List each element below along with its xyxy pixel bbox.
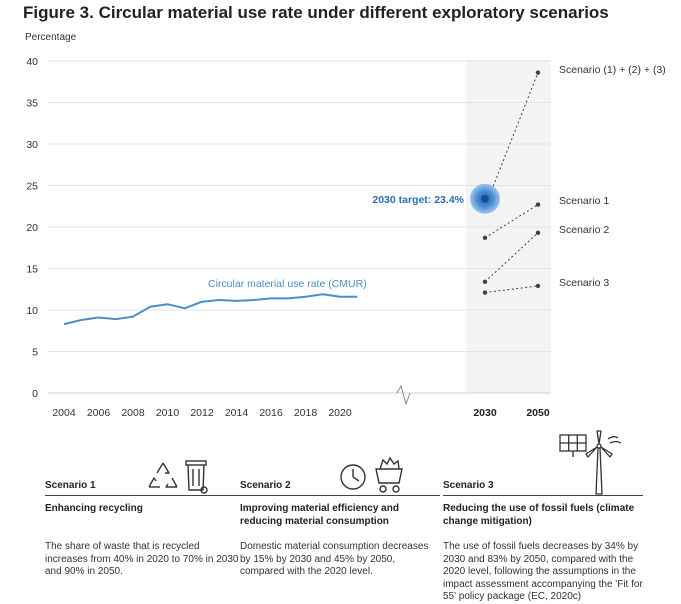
card-subtitle: Enhancing recycling xyxy=(45,503,143,514)
scenario-label: Scenario 2 xyxy=(559,224,609,236)
y-tick-label: 5 xyxy=(32,347,38,359)
scenario-line xyxy=(484,72,539,208)
scenario-line xyxy=(484,232,539,283)
x-tick-labels: 2004 2006 2008 2010 2012 2014 2016 2018 2020 2030… xyxy=(52,407,550,419)
cmur-line xyxy=(63,293,358,326)
cmur-series: Circular material use rate (CMUR) xyxy=(63,278,367,326)
target-label: 2030 target: 23.4% xyxy=(372,194,464,206)
gridlines xyxy=(48,60,551,394)
scenario-point-2030 xyxy=(482,290,488,295)
scenario-label: Scenario (1) + (2) + (3) xyxy=(559,64,666,76)
scenario-label: Scenario 3 xyxy=(559,277,609,289)
x-tick-label: 2020 xyxy=(328,407,352,419)
y-tick-label: 0 xyxy=(32,388,38,400)
x-tick-label: 2004 xyxy=(52,407,76,419)
y-tick-label: 25 xyxy=(26,181,38,193)
x-tick-label: 2018 xyxy=(294,407,318,419)
card-body: Domestic material consumption decreases … xyxy=(240,541,429,577)
axis-break xyxy=(396,384,411,406)
x-tick-label-projection: 2050 xyxy=(526,407,550,419)
scenario-point-2050 xyxy=(535,283,541,289)
x-tick-label: 2014 xyxy=(225,407,249,419)
x-tick-label: 2008 xyxy=(121,407,145,419)
y-tick-label: 20 xyxy=(26,222,38,234)
target-marker: 2030 target: 23.4% xyxy=(372,183,500,214)
card-subtitle: Improving material efficiency and reduci… xyxy=(240,503,399,527)
y-tick-label: 35 xyxy=(26,98,38,110)
card-title: Scenario 1 xyxy=(45,480,96,491)
recycle-icon xyxy=(148,462,178,488)
card-subtitle: Reducing the use of fossil fuels (climat… xyxy=(443,503,635,527)
wind-turbine-icon xyxy=(585,430,622,495)
card-title: Scenario 2 xyxy=(240,480,291,491)
y-tick-labels: 0 5 10 15 20 25 30 35 40 xyxy=(26,56,38,400)
y-axis-label: Percentage xyxy=(25,32,77,43)
x-tick-label: 2012 xyxy=(190,407,214,419)
cmur-label: Circular material use rate (CMUR) xyxy=(208,278,367,290)
x-tick-label: 2010 xyxy=(156,407,180,419)
y-tick-label: 10 xyxy=(26,305,38,317)
y-tick-label: 40 xyxy=(26,56,38,68)
figure-title: Figure 3. Circular material use rate und… xyxy=(23,3,609,22)
chart: 0 5 10 15 20 25 30 35 40 2004 2006 2008 2010 2012 201… xyxy=(26,56,666,419)
x-tick-label: 2006 xyxy=(87,407,111,419)
scenario-point-2050 xyxy=(535,230,541,236)
scenario-point-2030 xyxy=(482,235,488,240)
clock-icon xyxy=(340,464,366,490)
y-tick-label: 15 xyxy=(26,264,38,276)
scenario-line xyxy=(484,204,539,239)
cart-icon xyxy=(375,456,403,493)
scenario-label: Scenario 1 xyxy=(559,195,609,207)
solar-panel-icon xyxy=(559,434,587,457)
scenario-series: Scenario (1) + (2) + (3) Scenario 1 Scenar… xyxy=(482,64,666,295)
y-tick-label: 30 xyxy=(26,139,38,151)
scenario-point-2050 xyxy=(535,202,541,207)
target-point xyxy=(481,194,489,203)
bin-icon xyxy=(185,460,208,494)
card-body: The share of waste that is recycled incr… xyxy=(45,541,239,577)
x-tick-label-projection: 2030 xyxy=(473,407,497,419)
scenario-point-2050 xyxy=(535,70,541,75)
x-tick-label: 2016 xyxy=(259,407,283,419)
card-body: The use of fossil fuels decreases by 34%… xyxy=(443,541,643,602)
scenario-point-2030 xyxy=(482,279,488,284)
card-title: Scenario 3 xyxy=(443,480,494,491)
